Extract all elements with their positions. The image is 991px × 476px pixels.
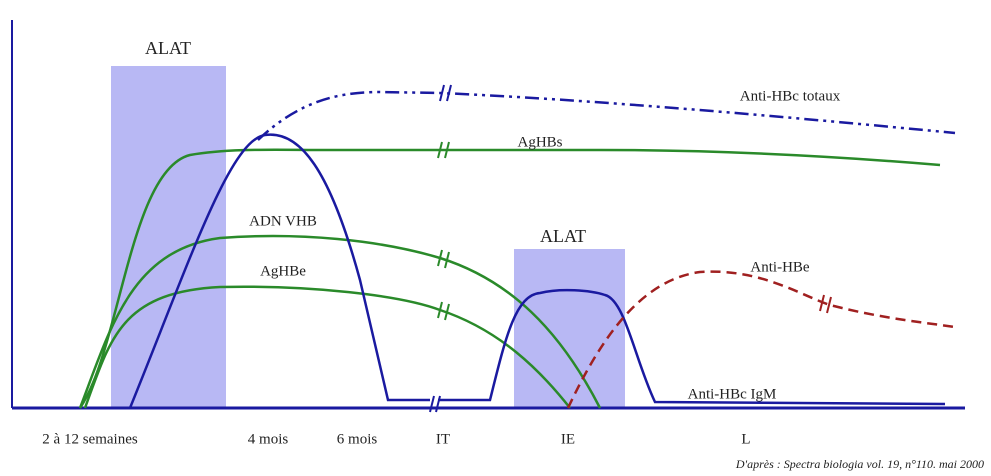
break-marks bbox=[429, 84, 452, 413]
alat-zone bbox=[514, 249, 625, 408]
x-label: 2 à 12 semaines bbox=[42, 431, 138, 447]
aghbs-curve bbox=[78, 148, 941, 409]
anti-hbc-igm-curve bbox=[128, 133, 430, 409]
break-marks bbox=[819, 294, 832, 314]
label: ALAT bbox=[540, 226, 586, 246]
label: Anti-HBe bbox=[750, 259, 810, 275]
label: ADN VHB bbox=[249, 213, 317, 229]
source: D'après : Spectra biologia vol. 19, n°11… bbox=[735, 457, 984, 471]
x-label: L bbox=[741, 431, 750, 447]
x-label: IT bbox=[436, 431, 450, 447]
anti-hbc-igm-curve bbox=[438, 288, 946, 406]
aghbe-curve bbox=[83, 285, 571, 409]
label: AgHBs bbox=[517, 134, 562, 150]
adn-vhb-curve bbox=[78, 234, 602, 409]
label: Anti-HBc totaux bbox=[740, 88, 841, 104]
x-label: 6 mois bbox=[337, 431, 378, 447]
x-label: IE bbox=[561, 431, 575, 447]
label: AgHBe bbox=[260, 263, 306, 279]
label: Anti-HBc IgM bbox=[688, 386, 777, 402]
x-label: 4 mois bbox=[248, 431, 289, 447]
label: ALAT bbox=[145, 38, 191, 58]
anti-hbc-totaux-curve bbox=[257, 90, 956, 141]
anti-hbe-curve bbox=[566, 270, 956, 409]
alat-zone bbox=[111, 66, 226, 408]
break-marks bbox=[437, 141, 450, 321]
